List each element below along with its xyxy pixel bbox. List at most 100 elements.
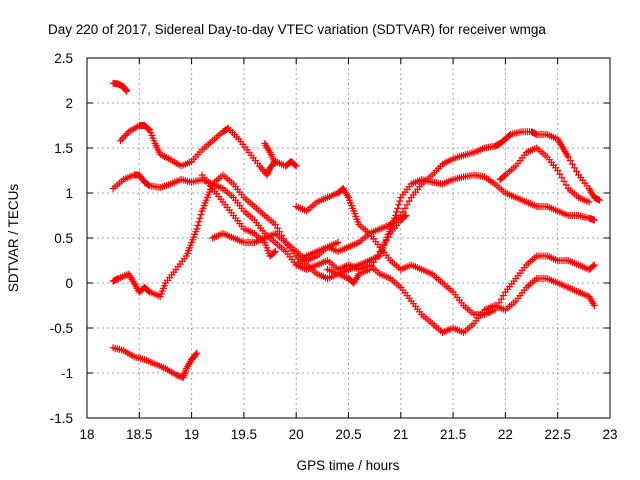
data-point	[558, 174, 566, 182]
x-tick-label: 18	[79, 427, 94, 442]
data-point	[556, 170, 564, 178]
data-point	[589, 262, 597, 270]
data-point	[291, 161, 299, 169]
data-point	[271, 159, 279, 167]
y-tick-label: 1.5	[54, 141, 73, 156]
data-point	[399, 208, 407, 216]
chart-title: Day 220 of 2017, Sidereal Day-to-day VTE…	[48, 22, 546, 37]
data-point	[382, 237, 390, 245]
data-point	[193, 225, 201, 233]
y-tick-label: 0.5	[54, 231, 73, 246]
data-point	[370, 258, 378, 266]
data-point	[402, 212, 410, 219]
data-point	[590, 302, 598, 309]
data-point	[270, 248, 278, 256]
x-tick-label: 22.5	[545, 427, 571, 442]
x-tick-label: 23	[602, 427, 617, 442]
data-point	[368, 262, 376, 270]
data-point	[378, 244, 386, 252]
data-point	[562, 181, 570, 189]
data-point	[123, 87, 131, 95]
series-track-10	[496, 144, 593, 206]
data-point	[566, 157, 574, 165]
data-point	[405, 197, 413, 205]
x-tick-label: 21	[393, 427, 408, 442]
data-point	[197, 211, 205, 219]
series-track-11	[324, 212, 410, 287]
data-point	[506, 131, 514, 139]
data-point	[394, 204, 402, 212]
grid-lines	[87, 58, 610, 418]
series-track-9	[292, 185, 598, 318]
data-point	[193, 349, 201, 357]
y-tick-label: 0	[65, 276, 73, 291]
data-point	[491, 306, 499, 314]
y-tick-label: -1	[61, 366, 73, 381]
y-tick-label: -1.5	[50, 411, 73, 426]
data-point	[493, 302, 501, 310]
series-track-2	[116, 122, 300, 179]
data-point	[145, 125, 153, 133]
axis-ticks: 18 18.5 19 19.5 20 20.5 21 21.5 22 22.5 232.521.51…	[50, 51, 618, 442]
y-tick-label: 1	[65, 186, 73, 201]
x-tick-label: 18.5	[126, 427, 152, 442]
series-track-3	[261, 140, 279, 167]
data-point	[596, 196, 604, 204]
y-tick-label: 2.5	[54, 51, 73, 66]
data-point	[195, 218, 203, 226]
data-point	[403, 201, 411, 209]
data-point	[395, 201, 403, 209]
x-tick-label: 20	[289, 427, 304, 442]
plot-frame	[86, 57, 611, 419]
x-tick-label: 19.5	[231, 427, 257, 442]
data-point	[122, 86, 130, 94]
data-point	[396, 197, 404, 205]
data-point	[495, 299, 503, 307]
data-point	[554, 167, 562, 174]
series-track-8	[198, 171, 279, 260]
data-point	[590, 261, 598, 269]
data-point	[372, 255, 380, 263]
data-point	[271, 221, 279, 228]
series-track-7	[109, 344, 201, 381]
data-point	[499, 292, 507, 300]
data-point	[590, 216, 598, 224]
x-tick-label: 22	[498, 427, 513, 442]
data-point	[292, 162, 300, 170]
series-track-1	[109, 79, 131, 95]
data-point	[573, 167, 581, 175]
data-point	[376, 248, 384, 255]
data-point	[365, 266, 373, 273]
data-point	[570, 164, 578, 172]
data-point	[271, 248, 279, 255]
x-tick-label: 20.5	[335, 427, 361, 442]
data-point	[145, 181, 153, 189]
x-tick-label: 19	[184, 427, 199, 442]
data-point	[380, 240, 388, 248]
x-tick-label: 21.5	[440, 427, 466, 442]
data-point	[560, 177, 568, 185]
data-point	[196, 214, 204, 222]
y-axis-label: SDTVAR / TECUs	[6, 184, 21, 293]
y-tick-label: 2	[65, 96, 73, 111]
data-point	[223, 125, 231, 133]
data-point	[192, 350, 200, 358]
series-track-12	[292, 239, 342, 269]
data-point	[568, 160, 576, 168]
data-point	[334, 239, 342, 246]
data-point	[374, 251, 382, 259]
data-point	[585, 198, 593, 206]
data-point	[393, 208, 401, 216]
x-axis-label: GPS time / hours	[297, 458, 400, 473]
data-point	[497, 295, 505, 303]
data-point	[564, 153, 572, 161]
data-point	[194, 221, 202, 229]
data-point	[273, 224, 281, 232]
data-point	[384, 233, 392, 241]
data-marks	[109, 79, 604, 381]
data-point	[401, 204, 409, 212]
y-tick-label: -0.5	[50, 321, 73, 336]
data-point	[401, 212, 409, 220]
